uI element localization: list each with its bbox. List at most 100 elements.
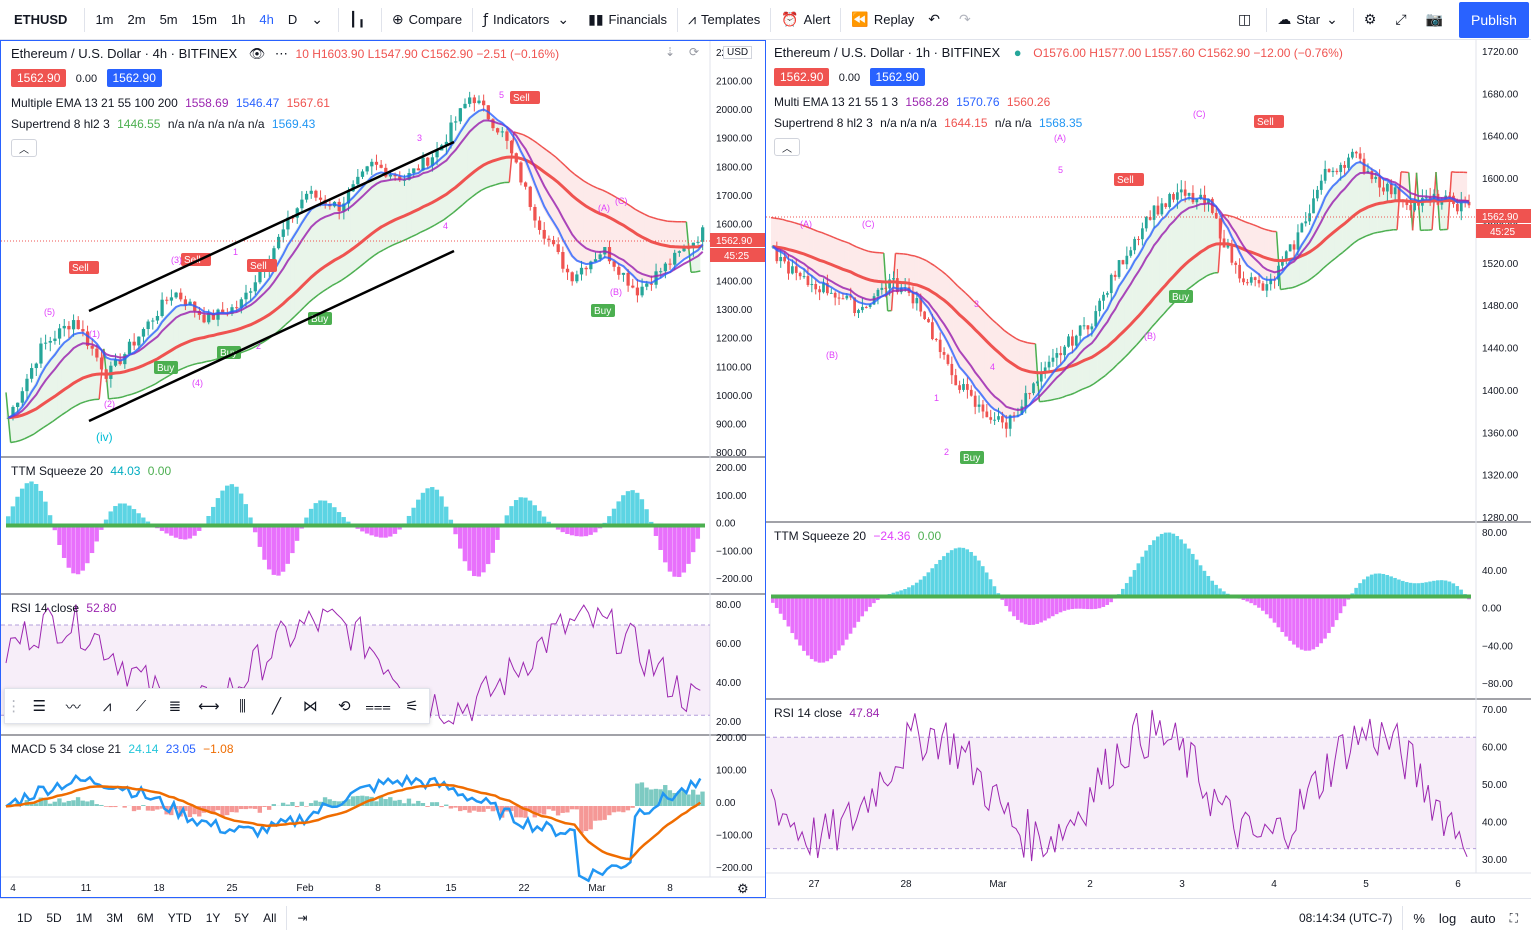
eye-icon[interactable]: 👁 [248, 47, 266, 62]
candle-body [654, 271, 658, 285]
range-5d[interactable]: 5D [46, 911, 62, 925]
range-all[interactable]: All [263, 911, 277, 925]
supertrend-line [192, 362, 198, 366]
replay-button[interactable]: ⏪ Replay [844, 0, 921, 40]
supertrend-fill [969, 296, 974, 388]
range-6m[interactable]: 6M [137, 911, 154, 925]
candle-body [841, 298, 845, 300]
more-icon[interactable]: ⋯ [274, 46, 288, 61]
supertrend-fill [574, 174, 580, 263]
wave-123-icon[interactable]: 〰 [65, 697, 81, 716]
right-squeeze-legend[interactable]: TTM Squeeze 20 −24.36 0.00 [774, 529, 941, 543]
interval-2m[interactable]: 2m [127, 12, 146, 27]
right-rsi-legend[interactable]: RSI 14 close 47.84 [774, 706, 879, 720]
left-macd-legend[interactable]: MACD 5 34 close 21 24.14 23.05 −1.08 [11, 742, 234, 756]
macd-hist-bar [33, 803, 39, 806]
interval-1m[interactable]: 1m [95, 12, 114, 27]
macd-hist-bar [434, 802, 440, 806]
range-5y[interactable]: 5Y [234, 911, 250, 925]
supertrend-line [794, 221, 799, 225]
maximize-icon[interactable]: ⛶ [1509, 910, 1518, 925]
scroll-down-icon[interactable]: ⇣ [665, 45, 676, 59]
screenshot-button[interactable]: 📷 [1419, 0, 1455, 40]
interval-d[interactable]: D [287, 12, 298, 27]
interval-dropdown-chevron-icon[interactable]: ⌄ [311, 11, 323, 28]
buy-price-chip[interactable]: 1562.90 [869, 68, 925, 86]
left-squeeze-legend[interactable]: TTM Squeeze 20 44.03 0.00 [11, 464, 171, 478]
right-chart-canvas[interactable]: 1720.001680.001640.001600.001560.001520.… [766, 40, 1531, 898]
range-3m[interactable]: 3M [106, 911, 124, 925]
currency-label[interactable]: USD [723, 46, 753, 59]
macd-hist-bar [695, 794, 701, 806]
buy-price-chip[interactable]: 1562.90 [106, 69, 162, 87]
alert-button[interactable]: ⏰ Alert [774, 0, 837, 40]
interval-1h[interactable]: 1h [230, 12, 246, 27]
percent-scale-toggle[interactable]: % [1413, 910, 1425, 926]
star-button[interactable]: ☁ Star ⌄ [1270, 0, 1350, 40]
left-rsi-legend[interactable]: RSI 14 close 52.80 [11, 601, 116, 615]
collapse-legend-button[interactable]: ︿ [11, 139, 37, 157]
symbol-search[interactable]: ETHUSD [14, 12, 68, 27]
supertrend-fill [899, 253, 904, 289]
supertrend-line [860, 247, 865, 251]
chart-type-candles-icon[interactable]: ┃╻ [349, 11, 366, 28]
indicators-button[interactable]: ƒ Indicators ⌄ [476, 0, 581, 40]
range-1y[interactable]: 1Y [205, 911, 221, 925]
sell-price-chip[interactable]: 1562.90 [11, 69, 67, 87]
publish-button[interactable]: Publish [1459, 2, 1529, 38]
squeeze-bar [416, 499, 421, 526]
fib-icon[interactable]: ≣ [168, 697, 182, 715]
candle-body [1389, 183, 1393, 195]
trendline-icon[interactable]: ╱ [271, 697, 281, 715]
range-1m[interactable]: 1M [75, 911, 93, 925]
squeeze-bar [252, 525, 258, 533]
fullscreen-button[interactable]: ⤢ [1388, 0, 1418, 40]
settings-button[interactable]: ⚙ [1357, 0, 1389, 40]
sell-price-chip[interactable]: 1562.90 [774, 68, 830, 86]
zigzag-icon[interactable]: ⟋ [135, 697, 147, 715]
candle-body [934, 339, 938, 341]
candle-body [1397, 187, 1401, 201]
supertrend-fill [981, 308, 985, 402]
collapse-legend-button[interactable]: ︿ [774, 138, 800, 156]
financials-button[interactable]: ▮▮ Financials [581, 0, 674, 40]
settings-lines-icon[interactable]: ⚟ [405, 697, 419, 715]
range-1d[interactable]: 1D [17, 911, 33, 925]
range-ytd[interactable]: YTD [167, 911, 192, 925]
supertrend-line [471, 192, 478, 198]
right-ema-legend[interactable]: Multi EMA 13 21 55 1 3 1568.28 1570.76 1… [774, 95, 1050, 109]
right-supertrend-legend[interactable]: Supertrend 8 hl2 3 n/a n/a n/a 1644.15 n… [774, 116, 1082, 130]
signal-badge-bg [181, 253, 211, 266]
layout-button[interactable]: ◫ [1231, 0, 1263, 40]
supertrend-fill [1338, 175, 1343, 256]
templates-button[interactable]: ⩘ Templates [681, 0, 767, 40]
drag-handle-icon[interactable]: ⋮ [6, 697, 22, 715]
redo-button[interactable]: ↷ [952, 0, 983, 40]
compare-button[interactable]: ⊕ Compare [385, 0, 469, 40]
undo-button[interactable]: ↶ [921, 0, 952, 40]
ray-icon[interactable]: ⟷ [197, 697, 220, 715]
left-supertrend-legend[interactable]: Supertrend 8 hl2 3 1446.55 n/a n/a n/a n… [11, 117, 315, 131]
wave-abc-icon[interactable]: ⩘ [102, 697, 112, 715]
cycle-icon[interactable]: ⟲ [337, 697, 351, 715]
wave-label: (A) [800, 219, 812, 229]
pattern-icon[interactable]: ⋈ [302, 697, 318, 715]
channel-icon[interactable]: ⩶ [365, 697, 391, 715]
auto-scale-toggle[interactable]: auto [1470, 910, 1496, 926]
interval-5m[interactable]: 5m [159, 12, 178, 27]
gann-icon[interactable]: ⫼ [239, 697, 247, 715]
log-scale-toggle[interactable]: log [1438, 910, 1457, 926]
left-chart[interactable]: 2200.002100.002000.001900.001800.001700.… [0, 40, 766, 898]
goto-date-icon[interactable]: ⇥ [297, 911, 308, 925]
right-chart[interactable]: 1720.001680.001640.001600.001560.001520.… [766, 40, 1531, 898]
clock-timezone[interactable]: 08:14:34 (UTC-7) [1298, 911, 1393, 925]
squeeze-bar [953, 548, 958, 597]
supertrend-fill [364, 176, 370, 263]
left-ema-legend[interactable]: Multiple EMA 13 21 55 100 200 1558.69 15… [11, 96, 330, 110]
horizontal-lines-icon[interactable]: ☰ [32, 697, 47, 715]
refresh-icon[interactable]: ⟳ [689, 45, 700, 59]
interval-4h[interactable]: 4h [259, 12, 274, 27]
candle-body [374, 161, 379, 165]
interval-15m[interactable]: 15m [191, 12, 217, 27]
financials-label: Financials [608, 12, 668, 27]
